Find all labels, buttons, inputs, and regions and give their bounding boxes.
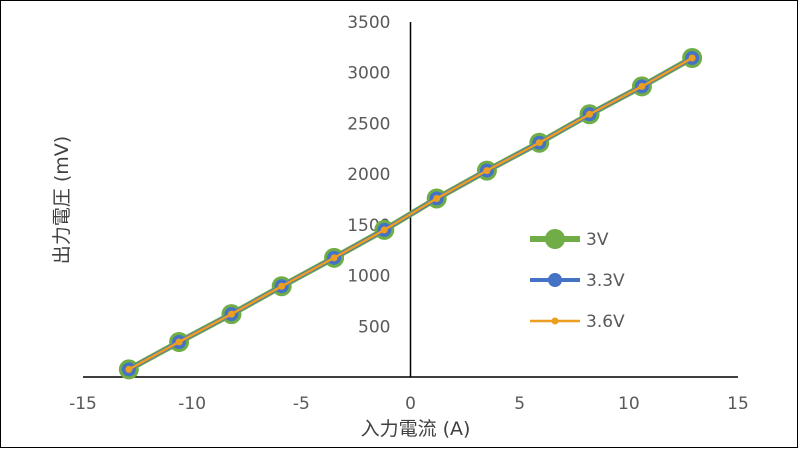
legend: 3V 3.3V 3.6V <box>530 229 625 332</box>
x-tick-label: -5 <box>293 394 310 414</box>
legend-item: 3V <box>530 229 609 250</box>
data-point <box>688 54 696 62</box>
y-axis-title: 出力電圧 (mV) <box>51 136 73 264</box>
data-point <box>227 310 235 318</box>
y-tick-label: 500 <box>358 317 390 337</box>
data-point <box>380 226 388 234</box>
data-point <box>175 338 183 346</box>
legend-label: 3.3V <box>586 271 625 291</box>
data-point <box>125 365 133 373</box>
x-axis-title: 入力電流 (A) <box>361 418 471 440</box>
data-point <box>433 194 441 202</box>
x-tick-label: 5 <box>514 394 525 414</box>
data-point <box>586 110 594 118</box>
series-line <box>128 56 693 371</box>
data-point <box>278 282 286 290</box>
x-tick-label: 10 <box>618 394 640 414</box>
data-point <box>330 254 338 262</box>
y-tick-label: 3000 <box>347 64 390 84</box>
axes <box>83 22 738 378</box>
legend-swatch-marker <box>545 229 565 249</box>
data-point <box>638 82 646 90</box>
series-3 <box>125 54 696 373</box>
legend-item: 3.3V <box>530 271 625 291</box>
legend-label: 3V <box>586 230 609 250</box>
y-tick-label: 3500 <box>347 13 390 33</box>
y-tick-label: 2500 <box>347 114 390 134</box>
x-tick-labels: -15 -10 -5 0 5 10 15 <box>69 394 749 414</box>
series-layer <box>118 48 703 380</box>
legend-item: 3.6V <box>530 312 625 332</box>
x-tick-label: -10 <box>178 394 206 414</box>
legend-swatch-marker <box>551 317 559 325</box>
data-point <box>535 139 543 147</box>
y-tick-label: 1000 <box>347 267 390 287</box>
x-tick-label: 0 <box>405 394 416 414</box>
x-tick-label: 15 <box>727 394 749 414</box>
legend-swatch-marker <box>548 273 562 287</box>
legend-label: 3.6V <box>586 312 625 332</box>
data-point <box>483 167 491 175</box>
x-tick-label: -15 <box>69 394 97 414</box>
y-tick-label: 2000 <box>347 165 390 185</box>
